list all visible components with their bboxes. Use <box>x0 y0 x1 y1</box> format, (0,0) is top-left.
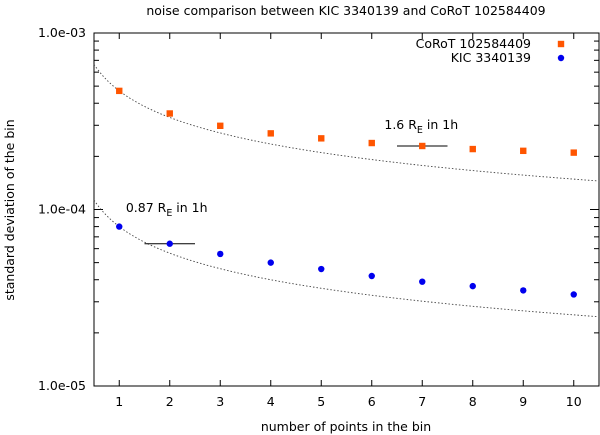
x-tick-label: 8 <box>469 394 477 409</box>
x-tick-label: 2 <box>166 394 174 409</box>
point-kic <box>368 272 375 280</box>
data-points <box>116 87 577 298</box>
x-tick-label: 4 <box>267 394 275 409</box>
point-kic <box>318 265 325 273</box>
point-kic <box>267 259 274 266</box>
x-tick-label: 6 <box>368 394 376 409</box>
legend-marker-corot <box>557 40 565 48</box>
point-kic <box>520 287 527 294</box>
annotations: 1.6 RE in 1h 0.87 RE in 1h <box>126 117 458 245</box>
point-corot <box>419 142 426 150</box>
y-tick-label: 1.0e-03 <box>38 25 86 40</box>
x-tick-label: 3 <box>216 394 224 409</box>
point-kic <box>217 250 224 258</box>
legend-label: CoRoT 102584409 <box>416 36 531 51</box>
point-corot <box>267 130 274 137</box>
point-corot <box>570 149 577 156</box>
legend-marker-kic <box>557 54 565 62</box>
y-tick-label: 1.0e-04 <box>38 202 86 217</box>
point-kic <box>570 291 577 298</box>
x-tick-label: 1 <box>115 394 123 409</box>
point-corot <box>368 139 375 147</box>
x-tick-label: 10 <box>566 394 582 409</box>
point-corot <box>166 110 173 117</box>
chart-title: noise comparison between KIC 3340139 and… <box>146 3 545 18</box>
x-tick-label: 5 <box>317 394 325 409</box>
point-corot <box>520 147 527 155</box>
reference-curves <box>93 64 600 318</box>
point-kic <box>419 278 426 285</box>
reference-curve <box>93 64 600 182</box>
axes: 1 2 3 4 5 6 7 8 9 10 1.0e-05 1.0e-04 1.0e-03 <box>38 25 600 409</box>
x-axis-label: number of points in the bin <box>261 419 431 434</box>
point-kic <box>469 282 476 290</box>
point-corot <box>217 122 224 130</box>
legend-label: KIC 3340139 <box>451 50 531 65</box>
y-axis-label: standard deviation of the bin <box>2 119 17 300</box>
x-tick-label: 9 <box>519 394 527 409</box>
point-corot <box>116 87 123 95</box>
y-tick-label: 1.0e-05 <box>38 378 86 393</box>
point-kic <box>166 240 173 247</box>
x-tick-label: 7 <box>418 394 426 409</box>
point-corot <box>318 135 325 142</box>
point-corot <box>469 145 476 153</box>
annotation-label: 0.87 RE in 1h <box>126 200 208 219</box>
annotation-label: 1.6 RE in 1h <box>384 117 458 136</box>
point-kic <box>116 223 123 230</box>
reference-curve <box>93 199 600 318</box>
